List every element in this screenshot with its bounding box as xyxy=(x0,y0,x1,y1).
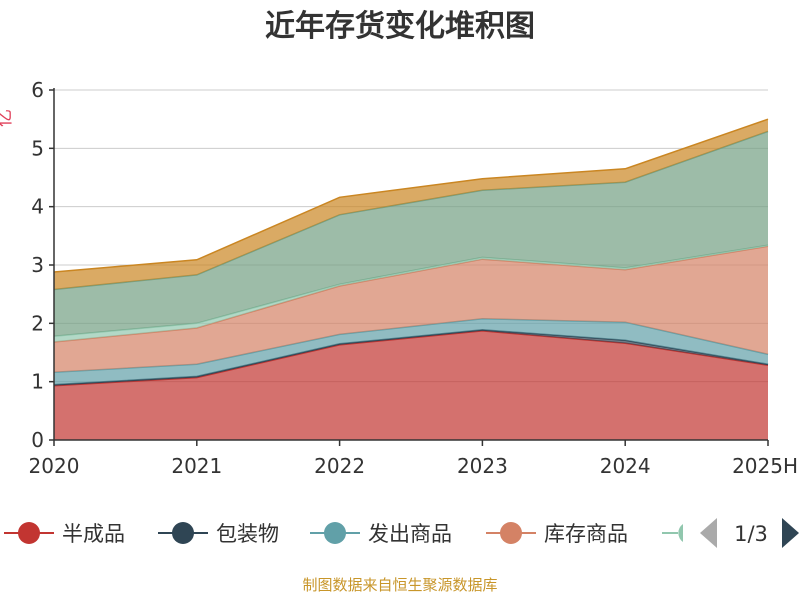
legend-marker xyxy=(324,522,346,544)
legend: 半成品 包装物 发出商品 库存商品 1/3 xyxy=(4,518,799,548)
legend-label: 半成品 xyxy=(62,522,125,546)
x-tick-label: 2021 xyxy=(171,454,222,478)
y-tick-label: 5 xyxy=(31,136,44,160)
area-series-3 xyxy=(54,318,768,385)
legend-marker xyxy=(172,522,194,544)
x-tick-label: 2022 xyxy=(314,454,365,478)
legend-page-indicator: 1/3 xyxy=(734,522,768,546)
source-note: 制图数据来自恒生聚源数据库 xyxy=(302,576,497,594)
legend-label: 包装物 xyxy=(216,522,279,546)
x-tick-label: 2020 xyxy=(29,454,80,478)
y-axis-unit-label: 亿 xyxy=(0,109,15,127)
area-series-5 xyxy=(54,245,768,342)
x-tick-label: 2025H xyxy=(732,454,798,478)
legend-marker xyxy=(678,524,683,542)
y-tick-label: 2 xyxy=(31,311,44,335)
y-tick-label: 4 xyxy=(31,195,44,219)
legend-item[interactable]: 半成品 xyxy=(4,522,125,546)
area-series-1 xyxy=(54,330,768,440)
area-series-line-7 xyxy=(53,118,769,273)
legend-item-partial[interactable] xyxy=(662,524,683,542)
y-tick-label: 3 xyxy=(31,253,44,277)
x-tick-label: 2023 xyxy=(457,454,508,478)
legend-label: 发出商品 xyxy=(368,522,452,546)
y-tick-label: 1 xyxy=(31,370,44,394)
y-tick-label: 0 xyxy=(31,428,44,452)
area-series-line-5 xyxy=(53,244,769,337)
legend-item[interactable]: 发出商品 xyxy=(310,522,452,546)
legend-marker xyxy=(500,522,522,544)
legend-item[interactable]: 包装物 xyxy=(158,522,279,546)
area-series xyxy=(53,118,769,440)
legend-next-page-icon[interactable] xyxy=(782,518,799,548)
legend-item[interactable]: 库存商品 xyxy=(486,522,628,546)
legend-prev-page-icon[interactable] xyxy=(700,518,717,548)
axes: 0 1 2 3 4 5 6 2020 2021 2022 2023 2024 2025H xyxy=(29,78,798,478)
y-tick-label: 6 xyxy=(31,78,44,102)
area-series-6 xyxy=(54,131,768,337)
area-series-7 xyxy=(54,119,768,290)
x-tick-label: 2024 xyxy=(600,454,651,478)
legend-label: 库存商品 xyxy=(544,522,628,546)
chart-title: 近年存货变化堆积图 xyxy=(265,9,535,44)
area-series-4 xyxy=(54,246,768,373)
legend-marker xyxy=(18,522,40,544)
